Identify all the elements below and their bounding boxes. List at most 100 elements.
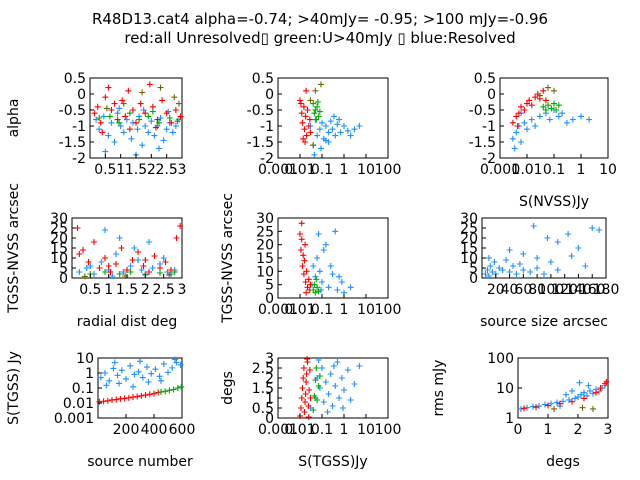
data-point bbox=[145, 379, 152, 386]
data-point bbox=[586, 116, 593, 123]
data-point bbox=[533, 404, 539, 411]
x-tick-label: 1.5 bbox=[125, 162, 147, 178]
x-tick-label: 1 bbox=[104, 282, 113, 298]
data-point bbox=[124, 267, 130, 273]
data-point bbox=[509, 135, 516, 142]
data-point bbox=[127, 362, 134, 369]
x-tick-label: 0.01 bbox=[284, 162, 315, 178]
y-tick-label: 0 bbox=[59, 271, 68, 287]
y-axis-label: S(TGSS) Jy bbox=[6, 351, 22, 425]
data-point bbox=[314, 284, 321, 291]
x-tick-label: 2 bbox=[147, 162, 156, 178]
x-tick-label: 1 bbox=[340, 302, 349, 318]
data-point bbox=[107, 269, 114, 275]
data-point bbox=[102, 255, 108, 261]
y-tick-label: -1.5 bbox=[59, 135, 86, 151]
data-point bbox=[544, 235, 551, 241]
data-point bbox=[518, 103, 525, 110]
data-point bbox=[172, 123, 179, 129]
subplot-grid: 0.5 1 1.5 2 2.5 30.50-0.5-1-1.5-2alpha0.0010.… bbox=[6, 71, 619, 470]
y-tick-label: 0 bbox=[77, 87, 86, 103]
data-point bbox=[585, 382, 592, 389]
x-tick-label: 0.1 bbox=[311, 162, 333, 178]
data-point bbox=[303, 268, 310, 275]
y-tick-label: 25 bbox=[50, 221, 68, 237]
x-axis-label: source size arcsec bbox=[480, 314, 608, 330]
series-blue bbox=[307, 357, 363, 415]
data-point bbox=[312, 289, 319, 296]
data-point bbox=[576, 379, 583, 386]
data-point bbox=[314, 132, 321, 139]
data-point bbox=[165, 369, 171, 376]
subplot-6: 20406080100120140160180051015202530sourc… bbox=[460, 211, 619, 330]
data-point bbox=[114, 372, 121, 379]
data-point bbox=[569, 387, 575, 394]
data-point bbox=[306, 387, 313, 393]
x-tick-label: 100 bbox=[375, 422, 402, 438]
data-point bbox=[563, 391, 569, 398]
data-point bbox=[316, 373, 323, 379]
data-point bbox=[301, 409, 308, 415]
data-point bbox=[312, 273, 319, 280]
data-point bbox=[146, 391, 153, 398]
x-tick-label: 600 bbox=[169, 422, 196, 438]
data-point bbox=[534, 255, 541, 261]
y-tick-label: -0.5 bbox=[247, 103, 274, 119]
y-tick-label: 0.001 bbox=[54, 411, 94, 427]
data-point bbox=[146, 239, 152, 245]
data-point bbox=[521, 107, 528, 113]
data-point bbox=[307, 395, 314, 401]
data-point bbox=[299, 263, 306, 269]
data-point bbox=[129, 107, 136, 113]
x-tick-label: 1 bbox=[544, 422, 553, 438]
data-point bbox=[102, 227, 108, 233]
data-point bbox=[168, 119, 175, 126]
data-point bbox=[513, 129, 520, 136]
data-point bbox=[540, 103, 547, 110]
data-point bbox=[307, 129, 314, 136]
data-point bbox=[521, 119, 528, 126]
data-point bbox=[555, 113, 562, 120]
data-point bbox=[138, 267, 145, 273]
data-point bbox=[518, 139, 525, 145]
data-point bbox=[177, 113, 184, 120]
data-point bbox=[491, 259, 498, 265]
data-point bbox=[106, 377, 113, 384]
data-point bbox=[87, 263, 94, 269]
data-point bbox=[569, 116, 576, 123]
y-tick-label: 10 bbox=[256, 264, 274, 280]
data-point bbox=[557, 400, 563, 407]
data-point bbox=[140, 107, 147, 113]
data-point bbox=[128, 135, 135, 142]
data-point bbox=[545, 102, 552, 109]
data-point bbox=[303, 132, 310, 139]
data-point bbox=[93, 116, 100, 123]
data-point bbox=[173, 359, 180, 366]
series-red bbox=[297, 220, 314, 296]
data-point bbox=[554, 399, 560, 406]
data-point bbox=[142, 392, 149, 399]
data-point bbox=[312, 377, 319, 383]
data-point bbox=[542, 107, 549, 113]
data-point bbox=[120, 129, 127, 136]
x-tick-label: 0.01 bbox=[511, 162, 542, 178]
data-point bbox=[126, 126, 133, 133]
series-blue bbox=[509, 107, 593, 152]
data-point bbox=[347, 397, 354, 403]
x-tick-label: 180 bbox=[593, 282, 620, 298]
data-point bbox=[327, 371, 334, 377]
plot-frame bbox=[277, 217, 389, 299]
data-point bbox=[317, 81, 324, 88]
data-point bbox=[111, 100, 118, 107]
data-point bbox=[127, 269, 134, 275]
data-point bbox=[532, 94, 539, 101]
x-axis-label: source number bbox=[87, 454, 193, 470]
x-tick-label: 1 bbox=[577, 162, 586, 178]
data-point bbox=[310, 263, 317, 269]
data-point bbox=[347, 284, 354, 291]
data-point bbox=[314, 103, 321, 110]
data-point bbox=[341, 387, 347, 393]
data-point bbox=[156, 145, 162, 152]
data-point bbox=[582, 263, 589, 269]
